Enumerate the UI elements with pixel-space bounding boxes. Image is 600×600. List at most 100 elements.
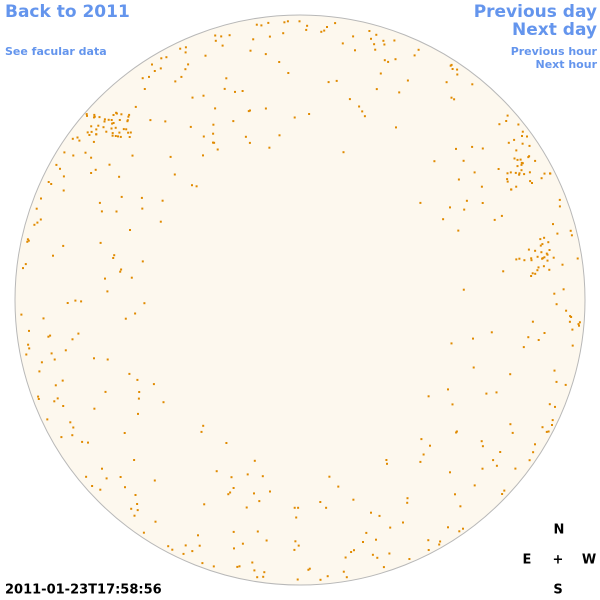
facula: [352, 35, 355, 38]
facula: [123, 432, 126, 434]
facula: [111, 122, 114, 125]
compass-center: +: [553, 553, 564, 568]
facula: [394, 58, 397, 61]
facula: [417, 48, 420, 51]
facula: [220, 35, 223, 38]
facula: [164, 120, 167, 123]
facula: [501, 493, 504, 495]
facula: [264, 53, 267, 56]
facula: [297, 506, 300, 509]
facula: [536, 255, 539, 258]
facula: [184, 544, 187, 547]
facula: [555, 380, 558, 383]
facula: [189, 125, 192, 128]
next-day-link[interactable]: Next day: [512, 20, 597, 40]
facula: [162, 401, 165, 404]
next-hour-link[interactable]: Next hour: [536, 58, 598, 71]
facula: [485, 392, 488, 395]
facula: [342, 570, 345, 573]
facula: [187, 63, 190, 66]
facula: [236, 565, 239, 568]
facula: [516, 158, 519, 161]
facula: [80, 300, 83, 303]
facula: [197, 534, 199, 537]
facula: [104, 277, 106, 280]
facula: [500, 214, 503, 217]
facula: [72, 426, 75, 429]
facula: [214, 39, 217, 42]
back-link[interactable]: Back to 2011: [5, 2, 130, 22]
facula: [334, 22, 337, 25]
facula: [20, 313, 23, 316]
facula: [112, 114, 115, 116]
facula: [323, 29, 326, 32]
previous-day-link[interactable]: Previous day: [474, 2, 597, 22]
previous-hour-link[interactable]: Previous hour: [511, 45, 598, 58]
facula: [72, 154, 75, 157]
facula: [203, 503, 206, 506]
facula: [308, 567, 311, 570]
facula: [62, 244, 65, 247]
facula: [265, 539, 268, 542]
facula: [530, 257, 533, 260]
facula: [241, 542, 244, 545]
facula: [305, 28, 308, 31]
facula: [125, 128, 128, 131]
facula: [278, 134, 281, 137]
facula: [358, 105, 361, 108]
facula: [543, 172, 546, 175]
facula: [518, 173, 521, 176]
facula: [86, 114, 88, 117]
facula: [81, 440, 84, 443]
facula: [462, 527, 464, 530]
facula: [141, 207, 144, 210]
facula: [374, 48, 377, 51]
facula: [249, 109, 251, 112]
facula: [472, 337, 474, 340]
facula: [56, 397, 59, 400]
facula: [451, 403, 454, 406]
facula: [92, 140, 95, 143]
facula: [46, 418, 49, 421]
facula: [327, 81, 330, 84]
facular-data-link[interactable]: See facular data: [5, 45, 107, 58]
facula: [534, 249, 537, 252]
facula: [201, 562, 204, 565]
facula: [124, 486, 126, 489]
facula: [33, 223, 36, 226]
facula: [552, 223, 554, 226]
facula: [85, 113, 88, 116]
facula: [141, 260, 144, 263]
facula: [107, 118, 110, 121]
facula: [445, 81, 448, 84]
facula: [98, 201, 101, 204]
facula: [134, 105, 137, 108]
facula: [105, 130, 108, 133]
facula: [26, 238, 29, 241]
facula: [375, 33, 378, 36]
facula: [344, 556, 347, 559]
facula: [124, 317, 127, 320]
facula: [198, 544, 201, 547]
facula: [515, 258, 518, 261]
facula: [473, 484, 476, 487]
facula: [497, 168, 500, 170]
facula: [180, 75, 183, 78]
facula: [93, 407, 96, 410]
facula: [215, 470, 218, 473]
facula: [480, 440, 483, 443]
facula: [481, 202, 484, 204]
facula: [93, 357, 95, 360]
facula: [86, 131, 89, 134]
facula: [119, 270, 122, 273]
facula: [543, 236, 546, 239]
facula: [232, 487, 235, 489]
facula: [134, 312, 137, 315]
facula: [53, 400, 56, 403]
facula: [379, 72, 382, 75]
facula: [287, 72, 290, 74]
facula: [191, 184, 193, 187]
facula: [24, 263, 27, 266]
facula: [540, 177, 543, 180]
